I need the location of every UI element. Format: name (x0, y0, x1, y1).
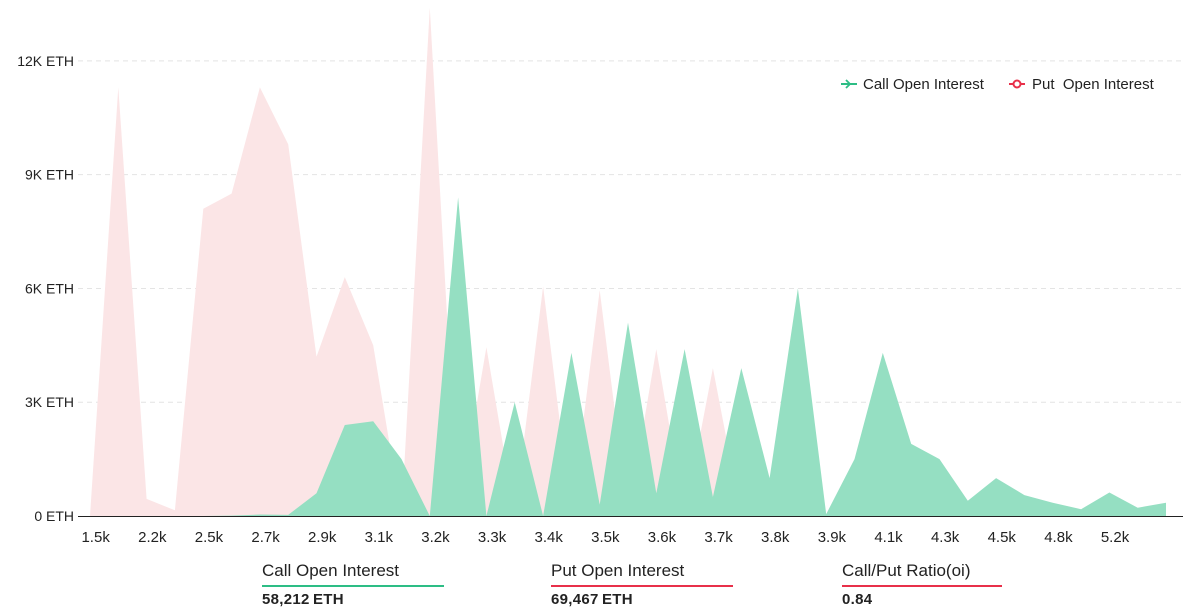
x-tick-label: 3.6k (648, 529, 677, 546)
y-tick-label: 3K ETH (25, 394, 74, 410)
y-tick-label: 0 ETH (34, 508, 74, 524)
x-tick-label: 3.9k (818, 529, 847, 546)
y-tick-label: 9K ETH (25, 167, 74, 183)
x-tick-label: 5.2k (1101, 529, 1130, 546)
y-tick-label: 12K ETH (17, 53, 74, 69)
x-tick-label: 2.5k (195, 529, 224, 546)
x-tick-label: 2.9k (308, 529, 337, 546)
stat-call-underline (262, 585, 444, 587)
legend-item-put[interactable]: Put Open Interest (1009, 76, 1155, 93)
stat-put-open-interest: Put Open Interest 69,467 ETH (551, 560, 733, 608)
legend-put-label: Put Open Interest (1032, 76, 1155, 93)
stat-ratio-label: Call/Put Ratio(oi) (842, 561, 971, 580)
put-open-interest-area (90, 7, 1166, 517)
y-tick-label: 6K ETH (25, 280, 74, 296)
legend-call-arrow-icon (845, 79, 852, 89)
x-tick-label: 4.5k (988, 529, 1017, 546)
stat-call-label: Call Open Interest (262, 561, 400, 580)
x-tick-label: 3.1k (365, 529, 394, 546)
stat-call-value: 58,212 ETH (262, 591, 344, 608)
stat-put-underline (551, 585, 733, 587)
area-layer (90, 7, 1166, 517)
x-tick-label: 3.5k (591, 529, 620, 546)
summary-stats: Call Open Interest 58,212 ETH Put Open I… (0, 560, 1201, 615)
axis-layer: 1.5k 2.2k 2.5k 2.7k 2.9k 3.1k 3.2k 3.3k 3.4k 3.5k… (78, 516, 1183, 546)
x-tick-label: 3.8k (761, 529, 790, 546)
legend-item-call[interactable]: Call Open Interest (841, 76, 985, 93)
legend[interactable]: Call Open Interest Put Open Interest (841, 76, 1155, 93)
x-tick-label: 3.2k (421, 529, 450, 546)
stat-put-label: Put Open Interest (551, 561, 685, 580)
x-tick-label: 3.7k (704, 529, 733, 546)
x-tick-label: 1.5k (81, 529, 110, 546)
x-tick-label: 3.3k (478, 529, 507, 546)
stat-ratio-underline (842, 585, 1002, 587)
stat-put-value: 69,467 ETH (551, 591, 633, 608)
x-tick-label: 4.1k (874, 529, 903, 546)
stat-call-put-ratio: Call/Put Ratio(oi) 0.84 (842, 560, 1002, 608)
x-tick-label: 2.7k (251, 529, 280, 546)
stat-call-open-interest: Call Open Interest 58,212 ETH (262, 560, 444, 608)
x-tick-label: 4.3k (931, 529, 960, 546)
x-tick-label: 2.2k (138, 529, 167, 546)
legend-put-circle-icon (1012, 79, 1022, 89)
call-open-interest-area (90, 197, 1166, 516)
legend-call-label: Call Open Interest (863, 76, 985, 93)
x-tick-label: 4.8k (1044, 529, 1073, 546)
open-interest-chart: 0 ETH 3K ETH 6K ETH 9K ETH 12K ETH 1.5k 2.2k 2… (17, 7, 1183, 546)
stat-ratio-value: 0.84 (842, 591, 873, 608)
x-tick-label: 3.4k (535, 529, 564, 546)
